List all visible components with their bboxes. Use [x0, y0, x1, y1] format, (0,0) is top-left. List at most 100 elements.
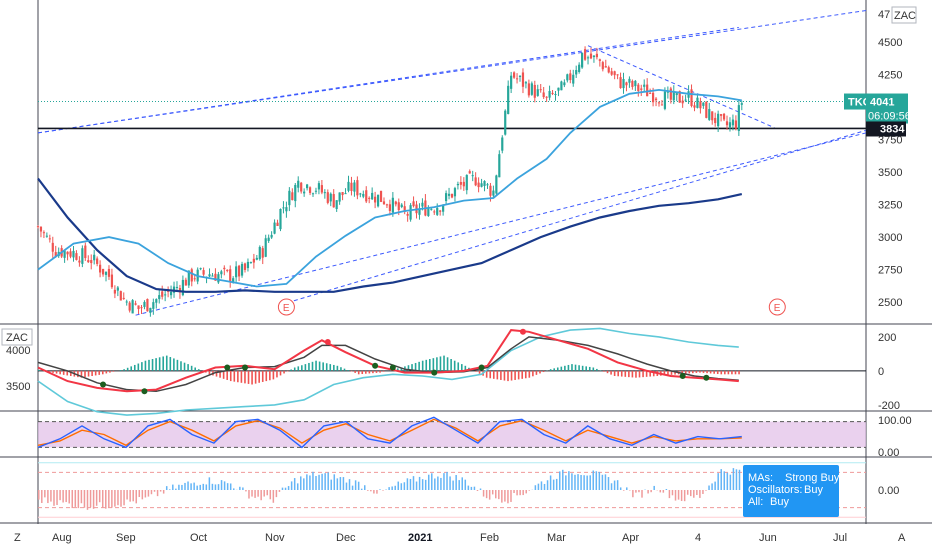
rating-bar — [50, 490, 52, 502]
histogram-bar — [464, 365, 467, 371]
macd-signal-dark-line[interactable] — [37, 336, 739, 393]
rating-bar — [205, 484, 208, 490]
auto-scale-a-icon[interactable]: A — [898, 532, 906, 544]
candle — [190, 267, 193, 287]
candle — [542, 86, 545, 99]
currency-badge[interactable] — [1, 328, 33, 346]
histogram-bar — [667, 370, 669, 376]
rating-bar — [229, 483, 232, 490]
time-axis-label: Oct — [190, 532, 207, 544]
candle — [146, 298, 149, 312]
zoom-z-icon[interactable]: Z — [14, 532, 21, 544]
rating-bar — [101, 490, 104, 508]
rating-bar — [446, 471, 448, 490]
time-axis-label: 4 — [695, 532, 701, 544]
time-axis-label: 2021 — [408, 532, 432, 544]
rating-bar — [604, 474, 607, 490]
rating-bar — [159, 490, 162, 492]
candle — [246, 258, 250, 272]
candle — [486, 182, 489, 189]
histogram-bar — [585, 366, 587, 371]
histogram-bar — [190, 365, 193, 371]
rating-bar — [418, 476, 421, 490]
macd-bb-line[interactable] — [37, 327, 739, 416]
rating-bar — [665, 488, 668, 490]
candle — [45, 232, 48, 238]
candle — [36, 225, 40, 229]
rating-bar — [699, 490, 701, 498]
trendline[interactable] — [587, 45, 775, 129]
rating-bar — [470, 486, 473, 490]
cross-dot — [141, 388, 148, 395]
candle — [338, 192, 341, 205]
candles[interactable] — [36, 46, 743, 317]
rating-bar — [193, 482, 195, 490]
trendline[interactable] — [37, 26, 739, 134]
candle — [359, 192, 362, 198]
rating-bar — [647, 490, 649, 494]
stoch-d-line[interactable] — [37, 418, 742, 447]
histogram-bar — [674, 370, 676, 375]
candle — [699, 97, 702, 114]
histogram-bar — [219, 370, 221, 378]
rating-bar — [315, 476, 317, 490]
histogram-bar — [418, 361, 420, 371]
rating-bar — [440, 477, 442, 490]
histogram-bar — [421, 360, 424, 371]
earnings-event-icon[interactable]: E — [768, 298, 786, 316]
candle — [412, 196, 415, 208]
rating-bar — [696, 490, 698, 496]
rating-bar — [379, 489, 381, 490]
rating-bar — [138, 490, 141, 498]
candle — [84, 242, 87, 261]
rating-bar — [443, 473, 445, 490]
rating-bar — [150, 490, 153, 495]
cross-dot — [100, 381, 107, 388]
rating-bar — [257, 490, 259, 497]
histogram-bar — [453, 360, 456, 371]
rating-bar — [650, 490, 652, 493]
histogram-bar — [304, 364, 307, 371]
rating-bar — [702, 490, 704, 494]
candle — [308, 186, 312, 196]
candle — [66, 251, 69, 261]
candle — [625, 81, 628, 92]
rating-bar — [528, 490, 531, 491]
rating-bar — [488, 490, 491, 500]
candle — [291, 188, 294, 201]
rating-bar — [153, 490, 156, 492]
ma-fast-line[interactable] — [37, 88, 742, 288]
histogram-bar — [731, 370, 733, 375]
histogram-bar — [130, 366, 133, 371]
symbol-badge[interactable] — [844, 93, 868, 110]
earnings-event-icon[interactable]: E — [277, 298, 295, 316]
candle — [273, 219, 276, 235]
rating-bar — [324, 473, 326, 490]
histogram-bar — [265, 370, 268, 382]
histogram-bar — [286, 370, 289, 372]
rating-bar — [714, 481, 716, 490]
histogram-bar — [105, 370, 108, 374]
candle — [684, 94, 687, 103]
rating-bar — [467, 485, 470, 490]
ma-slow-line[interactable] — [37, 177, 743, 293]
time-axis-label: Aug — [52, 532, 72, 544]
candle — [468, 169, 471, 174]
macd-signal-line[interactable] — [37, 329, 739, 393]
histogram-bar — [48, 370, 51, 373]
rating-bar — [540, 481, 543, 490]
candle — [379, 190, 383, 203]
currency-badge[interactable] — [891, 6, 917, 24]
rating-bar — [357, 481, 360, 490]
candle — [643, 79, 646, 92]
trendline[interactable] — [280, 129, 867, 306]
histogram-bar — [176, 359, 179, 371]
rating-bar — [662, 490, 665, 493]
stoch-k-line[interactable] — [37, 416, 742, 449]
rating-bar — [263, 490, 265, 497]
histogram-bar — [617, 370, 619, 377]
histogram-bar — [663, 370, 666, 376]
rating-bar — [558, 471, 561, 490]
